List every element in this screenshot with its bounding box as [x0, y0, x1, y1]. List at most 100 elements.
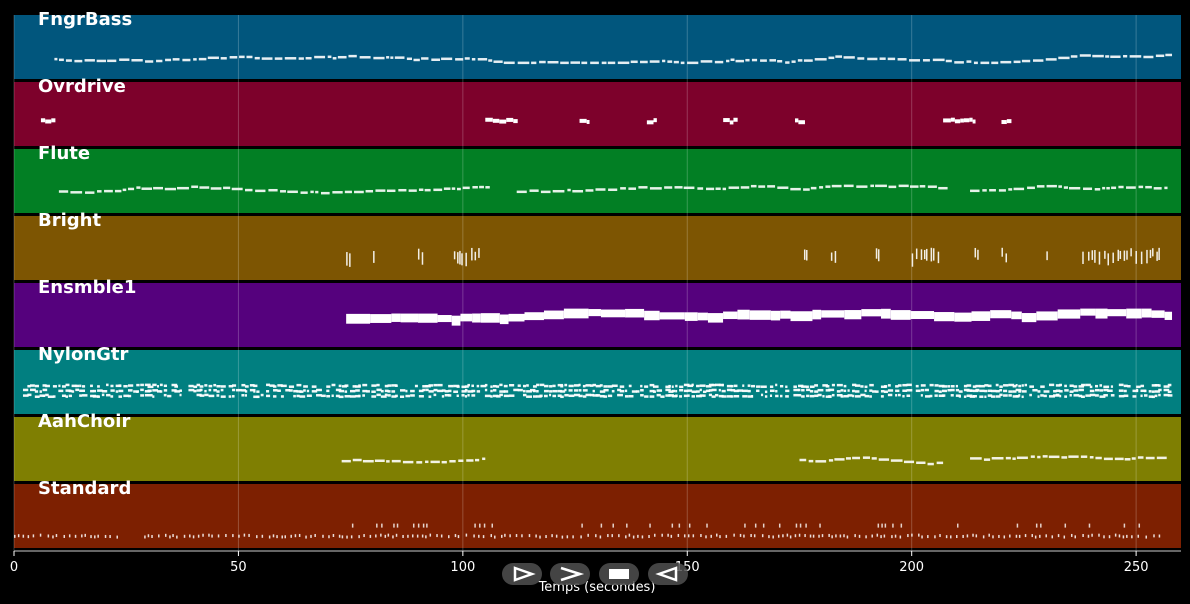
- note: [443, 187, 451, 190]
- note: [145, 60, 154, 63]
- note: [888, 185, 897, 189]
- note: [358, 535, 360, 539]
- note: [516, 190, 527, 194]
- note: [332, 533, 335, 537]
- note: [1063, 186, 1068, 189]
- note: [1039, 534, 1041, 538]
- note: [449, 460, 456, 463]
- note: [1045, 58, 1057, 61]
- note: [817, 393, 822, 397]
- note: [668, 390, 674, 393]
- note: [245, 188, 253, 192]
- note: [359, 56, 371, 59]
- note: [777, 60, 783, 63]
- note: [81, 534, 83, 538]
- note: [999, 385, 1003, 388]
- note: [1158, 388, 1162, 392]
- note: [603, 385, 608, 388]
- note: [649, 523, 651, 528]
- note: [920, 384, 926, 387]
- note: [934, 384, 939, 387]
- note: [1158, 247, 1160, 260]
- note: [17, 534, 20, 538]
- play-outline-button[interactable]: [502, 563, 542, 585]
- note: [887, 389, 894, 392]
- note: [1036, 311, 1058, 321]
- track-label-nylongtr: NylonGtr: [38, 344, 129, 365]
- note: [358, 384, 361, 387]
- note: [963, 118, 970, 123]
- note: [475, 458, 480, 462]
- note: [595, 534, 597, 538]
- note: [152, 389, 158, 392]
- note: [592, 383, 597, 387]
- note: [484, 383, 488, 387]
- track-ensmble1: Ensmble1: [14, 277, 1181, 347]
- note: [1003, 394, 1008, 397]
- note: [216, 385, 221, 388]
- note: [845, 457, 851, 460]
- note: [1069, 394, 1072, 397]
- note: [871, 534, 873, 538]
- note: [391, 390, 396, 393]
- note: [413, 58, 420, 62]
- note: [699, 394, 704, 397]
- note: [793, 393, 799, 397]
- note: [862, 456, 870, 459]
- note: [1124, 458, 1131, 461]
- note: [391, 459, 401, 463]
- note: [707, 313, 724, 323]
- note: [208, 388, 212, 392]
- note: [344, 190, 352, 194]
- note: [27, 393, 32, 397]
- note: [277, 389, 281, 392]
- note: [860, 385, 864, 388]
- note: [1152, 248, 1154, 257]
- note: [1008, 383, 1015, 387]
- note: [290, 534, 292, 538]
- note: [256, 395, 260, 399]
- note: [819, 523, 821, 528]
- note: [780, 310, 791, 319]
- note: [456, 385, 460, 388]
- note: [563, 308, 589, 319]
- note: [864, 385, 868, 389]
- note: [380, 395, 387, 398]
- note: [1005, 456, 1011, 460]
- note: [894, 534, 897, 538]
- note: [293, 389, 298, 393]
- note: [433, 388, 438, 392]
- note: [1042, 455, 1048, 458]
- note: [828, 388, 835, 392]
- note: [131, 59, 143, 62]
- note: [1151, 384, 1158, 387]
- note: [136, 383, 140, 387]
- note: [440, 534, 443, 538]
- note: [192, 535, 195, 539]
- note: [39, 390, 42, 393]
- fast-forward-button[interactable]: [550, 563, 590, 585]
- note: [1140, 251, 1143, 265]
- note: [52, 395, 56, 398]
- note: [198, 57, 207, 61]
- note: [522, 393, 527, 397]
- note: [47, 395, 54, 398]
- note: [395, 384, 398, 387]
- note: [1089, 456, 1094, 459]
- note: [478, 534, 480, 538]
- note: [496, 385, 500, 388]
- note: [963, 384, 968, 388]
- note: [955, 388, 960, 392]
- note: [376, 523, 378, 528]
- note: [418, 188, 424, 192]
- note: [966, 389, 972, 392]
- note: [665, 388, 671, 392]
- note: [45, 384, 50, 388]
- rewind-button[interactable]: [648, 563, 688, 585]
- note: [991, 389, 997, 393]
- note: [971, 311, 991, 321]
- stop-button[interactable]: [599, 563, 639, 585]
- note: [417, 523, 420, 528]
- note: [683, 389, 689, 393]
- note: [814, 384, 819, 387]
